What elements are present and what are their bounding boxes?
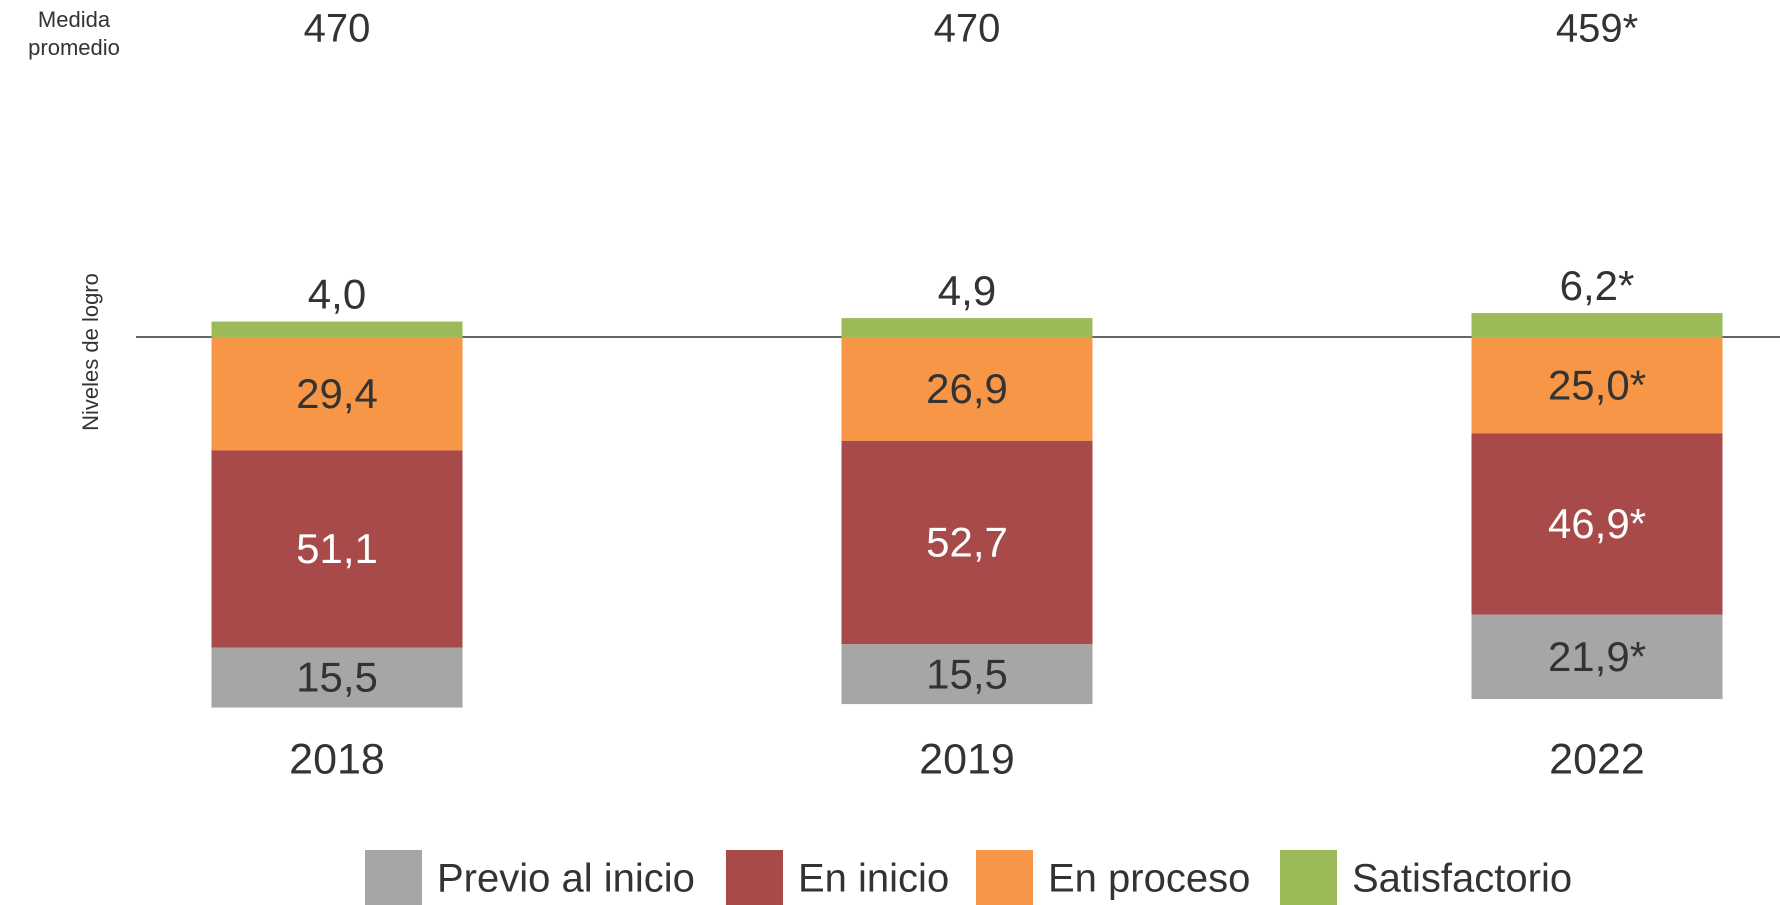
bar-segment [211,647,463,708]
bar-segment [211,450,463,648]
legend-label: Previo al inicio [437,857,695,901]
y-axis-label: Niveles de logro [78,273,103,431]
legend-swatch [365,850,422,905]
bar-segment [211,321,463,337]
bar-segment [1471,614,1723,700]
legend-label: En inicio [798,857,949,901]
bar-segment [841,318,1093,337]
x-tick-label: 2018 [289,735,385,783]
mean-score: 470 [934,7,1001,51]
value-label: 25,0* [1548,361,1646,408]
bar-segment [1471,433,1723,615]
value-label: 15,5 [926,650,1008,697]
legend-swatch [1280,850,1337,905]
value-label: 29,4 [296,370,378,417]
legend-swatch [976,850,1033,905]
value-label: 51,1 [296,525,378,572]
value-label: 26,9 [926,365,1008,412]
bar-segment [1471,313,1723,337]
value-label: 46,9* [1548,500,1646,547]
value-label: 21,9* [1548,633,1646,680]
value-label: 6,2* [1560,262,1635,309]
bar-segment [1471,337,1723,434]
value-label: 4,9 [938,267,996,314]
mean-score: 470 [304,7,371,51]
value-label: 15,5 [296,654,378,701]
legend-swatch [726,850,783,905]
bar-segment [841,337,1093,441]
bar-segment [841,440,1093,645]
legend-label: En proceso [1048,857,1250,901]
legend-label: Satisfactorio [1352,857,1572,901]
mean-score: 459* [1556,7,1638,51]
x-tick-label: 2022 [1549,735,1645,783]
bar-segment [211,337,463,451]
value-label: 4,0 [308,271,366,318]
bar-segment [841,644,1093,705]
value-label: 52,7 [926,519,1008,566]
mean-label: Medida promedio [28,7,120,60]
x-tick-label: 2019 [919,735,1015,783]
